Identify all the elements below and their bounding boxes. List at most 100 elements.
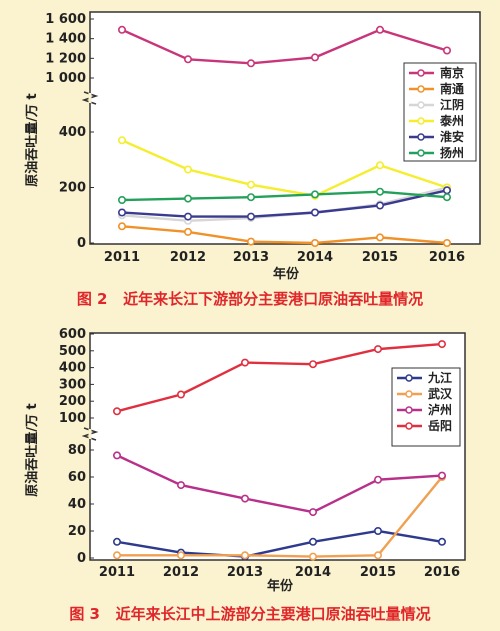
data-point <box>247 237 256 246</box>
legend-label: 岳阳 <box>428 418 452 433</box>
data-point <box>308 552 317 561</box>
data-point <box>308 508 317 517</box>
series-line-2 <box>116 454 443 514</box>
y-tick-label: 0 <box>77 236 86 251</box>
x-tick-label: 2016 <box>424 565 460 580</box>
legend-marker <box>405 374 413 382</box>
chart-3-caption: 图 3 近年来长江中上游部分主要港口原油吞吐量情况 <box>0 603 500 624</box>
legend-marker <box>417 149 425 157</box>
x-tick-label: 2015 <box>362 250 398 265</box>
y-tick-label: 400 <box>59 361 86 376</box>
legend-marker <box>405 422 413 430</box>
x-tick-label: 2013 <box>227 565 263 580</box>
series-line-1 <box>117 476 443 558</box>
data-point <box>310 190 319 199</box>
legend-marker <box>405 406 413 414</box>
data-point <box>373 526 382 535</box>
data-point <box>375 187 384 196</box>
legend-label: 武汉 <box>428 386 453 401</box>
series-line-0 <box>121 28 448 65</box>
x-tick-label: 2012 <box>170 250 206 265</box>
chart-3-xlabel: 年份 <box>267 578 294 594</box>
chart-2-xlabel: 年份 <box>273 266 300 282</box>
data-point <box>118 25 127 34</box>
legend-box <box>403 62 477 162</box>
data-point <box>113 407 122 416</box>
legend-label: 南京 <box>440 65 464 80</box>
data-point <box>177 390 186 399</box>
data-point <box>247 180 256 189</box>
data-point <box>184 165 193 174</box>
legend-marker <box>417 85 425 93</box>
legend-marker <box>417 69 425 77</box>
data-point <box>247 212 256 221</box>
data-point <box>310 239 319 248</box>
chart-3-ylabel: 原油吞吐量/万 t <box>24 403 40 497</box>
data-point <box>184 227 193 236</box>
y-tick-label: 200 <box>59 394 86 409</box>
chart-2-caption: 图 2 近年来长江下游部分主要港口原油吞吐量情况 <box>0 288 500 309</box>
y-tick-label: 400 <box>59 125 86 140</box>
legend-label: 淮安 <box>440 129 464 144</box>
data-point <box>373 475 382 484</box>
data-point <box>310 53 319 62</box>
data-point <box>373 345 382 354</box>
data-point <box>247 59 256 68</box>
data-point <box>241 494 250 503</box>
y-tick-label: 1 600 <box>45 12 86 27</box>
y-tick-label: 600 <box>59 327 86 342</box>
data-point <box>308 537 317 546</box>
data-point <box>184 212 193 221</box>
data-point <box>113 551 122 560</box>
y-tick-label: 1 000 <box>45 71 86 86</box>
chart-2-caption-text: 近年来长江下游部分主要港口原油吞吐量情况 <box>123 290 424 308</box>
data-point <box>247 193 256 202</box>
chart-3-caption-text: 近年来长江中上游部分主要港口原油吞吐量情况 <box>115 605 431 623</box>
data-point <box>113 451 122 460</box>
data-point <box>437 537 446 546</box>
chart-2-caption-number: 图 2 <box>76 290 108 308</box>
data-point <box>241 358 250 367</box>
data-point <box>118 222 127 231</box>
y-tick-label: 100 <box>59 411 86 426</box>
data-point <box>442 46 451 55</box>
y-tick-label: 20 <box>68 524 86 539</box>
legend-marker <box>417 101 425 109</box>
data-point <box>118 196 127 205</box>
x-tick-label: 2015 <box>360 565 396 580</box>
data-point <box>184 194 193 203</box>
series-line-4 <box>121 189 448 218</box>
data-point <box>437 471 446 480</box>
chart-2-ylabel: 原油吞吐量/万 t <box>24 93 40 187</box>
y-tick-label: 500 <box>59 344 86 359</box>
data-point <box>437 340 446 349</box>
series-line-3 <box>121 139 448 198</box>
series-line-1 <box>121 225 448 245</box>
legend-marker <box>417 133 425 141</box>
x-tick-label: 2016 <box>429 250 465 265</box>
series-line-0 <box>116 529 443 558</box>
data-point <box>375 201 384 210</box>
data-point <box>113 537 122 546</box>
x-tick-label: 2014 <box>297 250 333 265</box>
data-point <box>375 25 384 34</box>
series-line-3 <box>116 342 443 413</box>
data-point <box>442 193 451 202</box>
y-tick-label: 1 200 <box>45 51 86 66</box>
data-point <box>308 360 317 369</box>
legend-label: 泰州 <box>439 113 464 128</box>
x-tick-label: 2013 <box>233 250 269 265</box>
x-tick-label: 2014 <box>295 565 331 580</box>
legend-marker <box>417 117 425 125</box>
data-point <box>442 186 451 195</box>
series-line-5 <box>121 190 448 202</box>
y-tick-label: 60 <box>68 470 86 485</box>
data-point <box>177 481 186 490</box>
data-point <box>373 551 382 560</box>
y-tick-label: 0 <box>77 551 86 566</box>
chart-3-caption-number: 图 3 <box>69 605 100 623</box>
x-tick-label: 2011 <box>104 250 140 265</box>
legend-label: 江阴 <box>440 97 464 112</box>
